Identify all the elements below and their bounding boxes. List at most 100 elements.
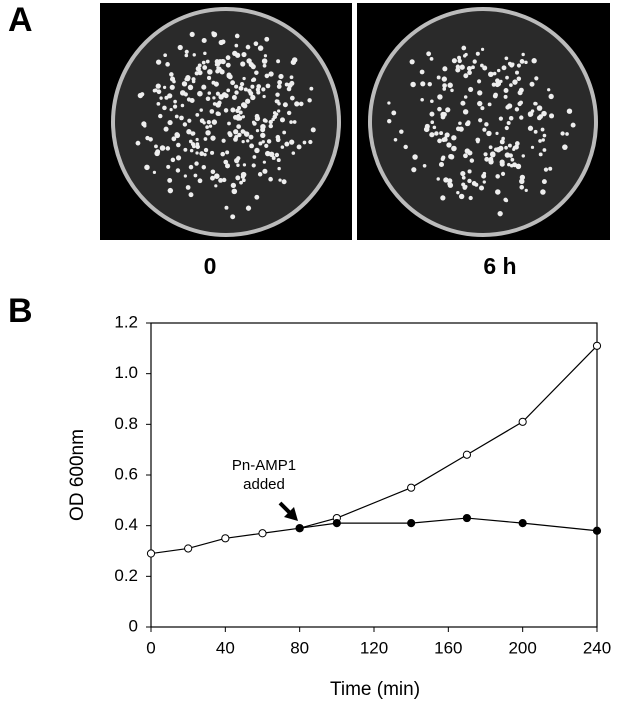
colony — [240, 61, 246, 67]
colony — [481, 173, 487, 179]
colony — [457, 55, 462, 60]
colony — [471, 65, 475, 70]
colony — [455, 67, 461, 73]
colony — [277, 109, 281, 113]
colony — [165, 146, 171, 151]
colony — [231, 188, 238, 195]
colony — [504, 198, 509, 203]
colony — [519, 174, 526, 181]
colony — [158, 113, 163, 119]
colony — [530, 109, 535, 113]
colony — [498, 116, 503, 121]
colony — [167, 120, 173, 126]
colony — [214, 173, 220, 179]
colony — [477, 79, 482, 84]
colony — [444, 132, 450, 138]
colony — [302, 140, 307, 145]
colony — [515, 163, 522, 170]
colony — [459, 64, 465, 70]
colony — [227, 131, 232, 136]
colony — [514, 107, 520, 112]
colony — [471, 181, 477, 186]
colony — [456, 190, 460, 195]
colony — [266, 139, 272, 144]
colony — [461, 182, 466, 187]
colony — [524, 188, 528, 192]
colony — [275, 137, 281, 143]
colony — [422, 163, 427, 168]
colony — [521, 154, 525, 158]
colony — [238, 85, 244, 91]
colony — [519, 59, 525, 64]
colony — [231, 95, 237, 100]
colony — [442, 111, 447, 117]
colony — [239, 180, 243, 185]
colony — [437, 138, 442, 144]
colony — [280, 145, 285, 149]
colony — [441, 76, 447, 82]
colony — [493, 92, 498, 98]
colony — [565, 132, 569, 136]
colony — [214, 184, 218, 188]
colony — [223, 108, 229, 113]
colony — [239, 82, 245, 87]
colony — [209, 109, 215, 114]
data-point — [258, 529, 267, 538]
colony — [265, 83, 271, 89]
colony — [499, 159, 505, 165]
colony — [534, 76, 539, 81]
colony — [264, 73, 270, 79]
colony — [171, 136, 177, 142]
colony — [156, 101, 161, 106]
colony — [211, 31, 215, 35]
colony — [484, 156, 490, 162]
plate-label: 0 — [204, 253, 217, 279]
colony — [174, 132, 180, 138]
data-point — [518, 519, 527, 528]
colony — [210, 135, 216, 141]
colony — [176, 142, 181, 148]
colony — [199, 108, 203, 112]
colony — [460, 171, 466, 177]
colony — [254, 115, 261, 122]
colony — [503, 94, 508, 99]
colony — [412, 154, 418, 160]
colony — [527, 125, 534, 131]
colony — [432, 125, 437, 130]
colony — [434, 131, 439, 136]
colony — [197, 178, 203, 184]
colony — [541, 179, 547, 185]
colony — [227, 121, 231, 126]
colony — [294, 101, 300, 107]
colony — [496, 68, 501, 73]
colony — [420, 97, 424, 102]
colony — [245, 98, 251, 104]
colony — [186, 129, 192, 135]
colony — [205, 130, 211, 136]
colony — [187, 118, 192, 123]
colony — [251, 163, 256, 168]
colony — [193, 173, 198, 178]
data-point — [295, 524, 304, 533]
colony — [466, 66, 472, 71]
colony — [438, 161, 445, 168]
colony — [460, 100, 466, 106]
colony — [463, 54, 467, 58]
colony — [247, 88, 252, 94]
colony — [226, 88, 231, 93]
y-tick-label: 0 — [129, 616, 138, 635]
colony — [450, 88, 454, 93]
colony — [245, 44, 251, 50]
colony — [387, 118, 392, 124]
colony — [277, 102, 281, 106]
colony — [464, 185, 468, 189]
colony — [250, 84, 255, 89]
colony — [528, 113, 532, 117]
colony — [207, 76, 212, 80]
colony — [235, 175, 241, 181]
colony — [570, 122, 576, 128]
colony — [443, 177, 449, 183]
colony — [194, 71, 199, 76]
annotation: added — [243, 476, 285, 493]
